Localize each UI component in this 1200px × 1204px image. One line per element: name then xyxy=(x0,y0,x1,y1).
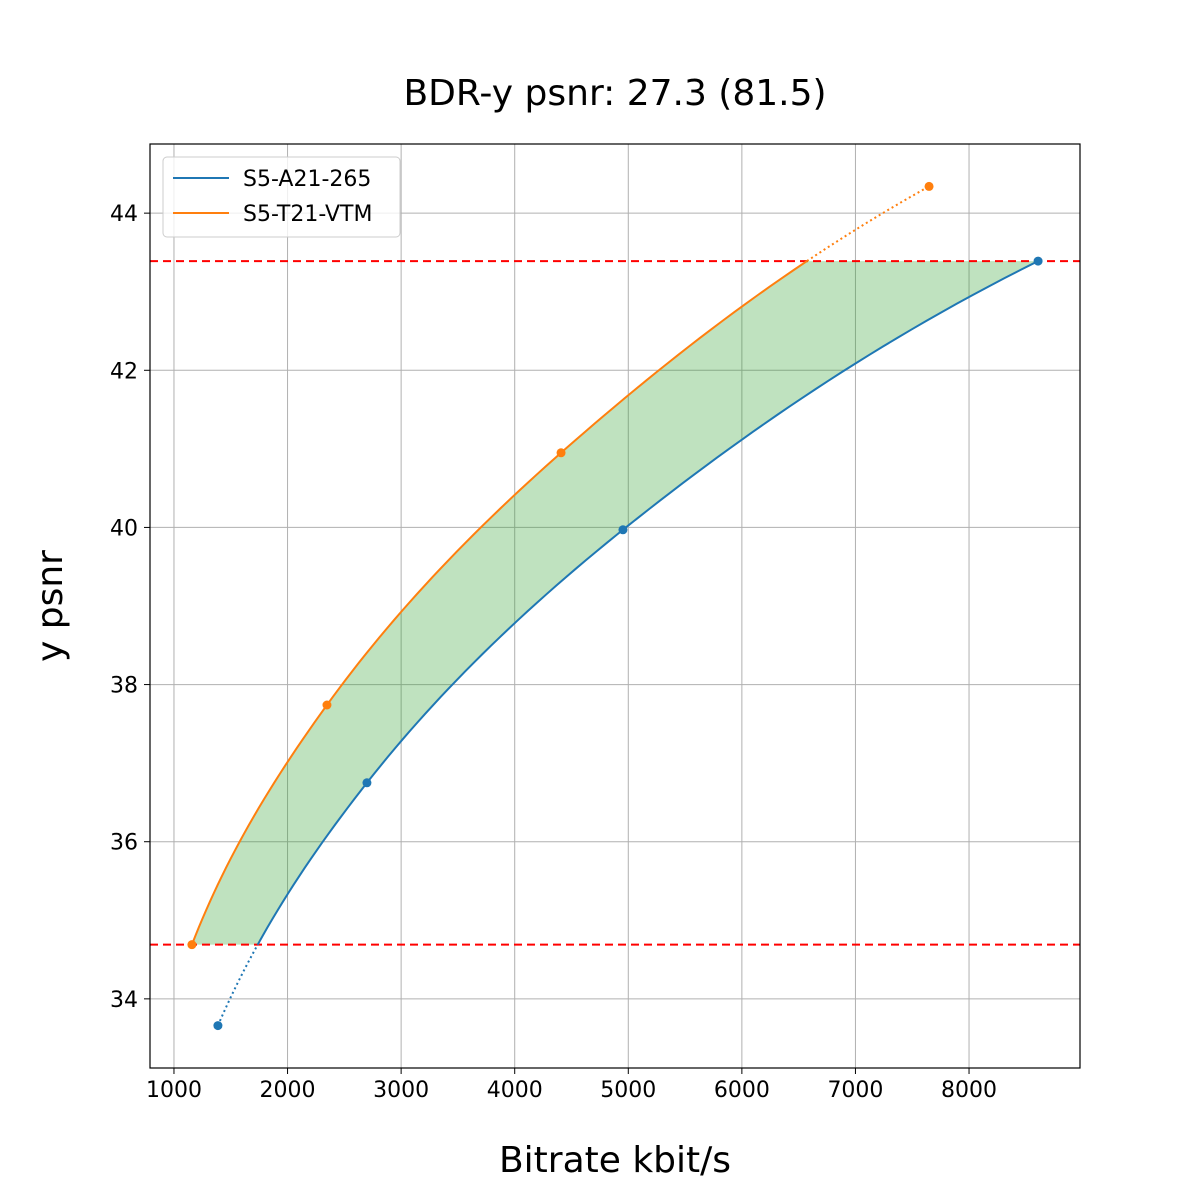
y-tick-label: 42 xyxy=(110,359,138,384)
x-tick-label: 4000 xyxy=(487,1078,543,1103)
x-tick-label: 5000 xyxy=(600,1078,656,1103)
data-point-1 xyxy=(924,181,934,191)
x-tick-label: 1000 xyxy=(146,1078,202,1103)
x-axis-label: Bitrate kbit/s xyxy=(499,1140,731,1181)
x-tick-label: 3000 xyxy=(373,1078,429,1103)
x-tick-label: 7000 xyxy=(827,1078,883,1103)
data-point-0 xyxy=(213,1021,223,1031)
data-point-1 xyxy=(556,448,566,458)
legend: S5-A21-265 S5-T21-VTM xyxy=(162,156,401,238)
y-tick-label: 40 xyxy=(110,516,138,541)
data-point-1 xyxy=(322,700,332,710)
y-tick-label: 34 xyxy=(110,988,138,1013)
data-point-1 xyxy=(187,940,197,950)
plot-frame xyxy=(149,143,1081,1069)
x-tick-label: 2000 xyxy=(260,1078,316,1103)
fill-between-area xyxy=(191,261,1039,945)
series-extrapolation-0 xyxy=(217,944,259,1026)
x-tick-label: 6000 xyxy=(714,1078,770,1103)
data-point-0 xyxy=(362,778,372,788)
data-point-0 xyxy=(618,525,628,535)
series-line-1 xyxy=(190,260,808,946)
series-extrapolation-1 xyxy=(806,185,930,262)
y-axis-label: y psnr xyxy=(30,550,71,662)
y-tick-label: 44 xyxy=(110,202,138,227)
chart-title: BDR-y psnr: 27.3 (81.5) xyxy=(403,73,826,114)
x-tick-label: 8000 xyxy=(941,1078,997,1103)
y-tick-label: 36 xyxy=(110,831,138,856)
legend-label-1: S5-T21-VTM xyxy=(243,202,372,227)
series-line-0 xyxy=(256,260,1039,946)
legend-label-0: S5-A21-265 xyxy=(243,167,371,192)
y-tick-label: 38 xyxy=(110,674,138,699)
data-point-0 xyxy=(1033,256,1043,266)
